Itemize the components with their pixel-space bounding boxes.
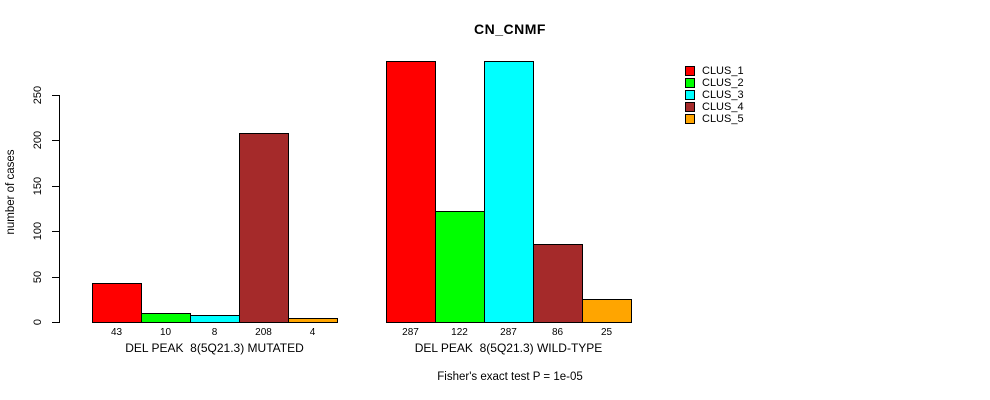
- bar-value-label: 43: [110, 327, 123, 338]
- legend-label: CLUS_3: [702, 89, 744, 101]
- legend-swatch: [685, 114, 695, 124]
- y-axis-line: [59, 94, 60, 323]
- legend-swatch: [685, 90, 695, 100]
- legend-swatch: [685, 66, 695, 76]
- bar-value-label: 208: [255, 327, 272, 338]
- y-tick: [52, 140, 59, 141]
- bar-value-label: 86: [551, 327, 564, 338]
- legend-label: CLUS_2: [702, 77, 744, 89]
- legend-label: CLUS_5: [702, 113, 744, 125]
- y-axis-label: number of cases: [5, 149, 17, 235]
- legend-label: CLUS_4: [702, 101, 744, 113]
- y-tick: [52, 277, 59, 278]
- legend-swatch: [685, 102, 695, 112]
- bar-clus_4-group1: [239, 133, 289, 323]
- bar-value-label: 10: [159, 327, 172, 338]
- y-tick: [52, 95, 59, 96]
- legend-item: CLUS_4: [685, 101, 744, 113]
- legend-item: CLUS_1: [685, 65, 744, 77]
- legend-swatch: [685, 78, 695, 88]
- y-tick-label: 200: [32, 130, 44, 150]
- bar-value-label: 8: [211, 327, 218, 338]
- footer-annotation: Fisher's exact test P = 1e-05: [437, 371, 583, 383]
- chart-title: CN_CNMF: [474, 21, 546, 37]
- y-tick: [52, 186, 59, 187]
- bar-clus_4-group2: [533, 244, 583, 323]
- bar-clus_2-group1: [141, 313, 191, 323]
- y-tick-label: 250: [32, 85, 44, 105]
- bar-clus_1-group2: [386, 61, 436, 323]
- bar-value-label: 25: [600, 327, 613, 338]
- bar-value-label: 287: [402, 327, 419, 338]
- bar-clus_5-group1: [288, 318, 338, 323]
- group-label: DEL PEAK 8(5Q21.3) WILD-TYPE: [414, 341, 603, 355]
- bar-value-label: 4: [309, 327, 316, 338]
- y-tick: [52, 322, 59, 323]
- bar-clus_2-group2: [435, 211, 485, 323]
- group-label: DEL PEAK 8(5Q21.3) MUTATED: [125, 341, 304, 355]
- legend-label: CLUS_1: [702, 65, 744, 77]
- legend: CLUS_1 CLUS_2 CLUS_3 CLUS_4 CLUS_5: [685, 65, 744, 125]
- legend-item: CLUS_2: [685, 77, 744, 89]
- y-tick-label: 50: [32, 270, 44, 284]
- bar-value-label: 287: [500, 327, 517, 338]
- y-tick-label: 0: [32, 318, 44, 326]
- bar-clus_5-group2: [582, 299, 632, 323]
- bar-value-label: 122: [451, 327, 468, 338]
- bar-clus_3-group1: [190, 315, 240, 323]
- bar-clus_1-group1: [92, 283, 142, 323]
- y-tick: [52, 231, 59, 232]
- legend-item: CLUS_3: [685, 89, 744, 101]
- y-tick-label: 150: [32, 176, 44, 196]
- y-tick-label: 100: [32, 221, 44, 241]
- bar-clus_3-group2: [484, 61, 534, 323]
- legend-item: CLUS_5: [685, 113, 744, 125]
